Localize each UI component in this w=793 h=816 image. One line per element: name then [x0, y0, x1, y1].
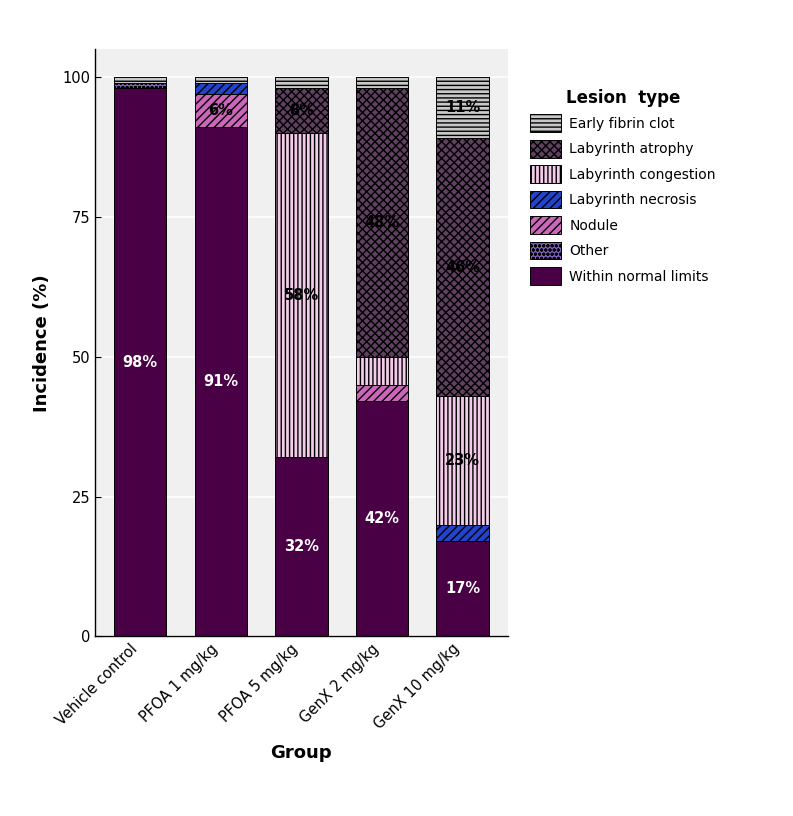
Bar	[436, 77, 488, 139]
Bar	[275, 77, 328, 88]
Bar	[275, 458, 328, 636]
Text: 32%: 32%	[284, 539, 319, 554]
Bar	[114, 77, 167, 82]
Bar	[194, 77, 247, 82]
Text: 6%: 6%	[209, 103, 233, 118]
Text: 8%: 8%	[289, 103, 314, 118]
Text: 46%: 46%	[445, 259, 480, 275]
Bar	[114, 88, 167, 636]
Text: 48%: 48%	[365, 215, 400, 230]
Bar	[194, 127, 247, 636]
Text: 17%: 17%	[445, 582, 480, 596]
Text: 91%: 91%	[203, 375, 238, 389]
Bar	[194, 94, 247, 127]
Text: 98%: 98%	[123, 355, 158, 370]
Legend: Early fibrin clot, Labyrinth atrophy, Labyrinth congestion, Labyrinth necrosis, : Early fibrin clot, Labyrinth atrophy, La…	[531, 89, 716, 285]
Bar	[356, 357, 408, 384]
Bar	[436, 396, 488, 525]
Text: 23%: 23%	[445, 453, 480, 468]
Bar	[356, 384, 408, 401]
X-axis label: Group: Group	[270, 743, 332, 761]
Bar	[436, 525, 488, 541]
Bar	[275, 133, 328, 458]
Bar	[356, 88, 408, 357]
Text: 42%: 42%	[365, 512, 400, 526]
Bar	[436, 139, 488, 396]
Bar	[275, 88, 328, 133]
Bar	[436, 541, 488, 636]
Text: 11%: 11%	[445, 100, 481, 115]
Bar	[114, 82, 167, 88]
Bar	[194, 82, 247, 94]
Bar	[356, 401, 408, 636]
Y-axis label: Incidence (%): Incidence (%)	[33, 274, 52, 411]
Bar	[356, 77, 408, 88]
Text: 58%: 58%	[284, 288, 319, 303]
